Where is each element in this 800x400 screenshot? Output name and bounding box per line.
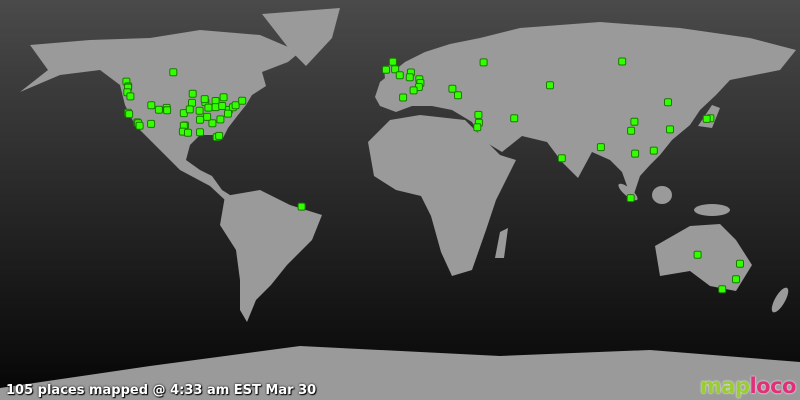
place-marker[interactable] bbox=[399, 93, 408, 102]
place-marker[interactable] bbox=[479, 58, 488, 67]
new-zealand bbox=[771, 287, 789, 313]
place-marker[interactable] bbox=[126, 92, 135, 101]
place-marker[interactable] bbox=[474, 110, 483, 119]
place-marker[interactable] bbox=[630, 117, 639, 126]
places-mapped-status: 105 places mapped @ 4:33 am EST Mar 30 bbox=[6, 383, 317, 398]
place-marker[interactable] bbox=[546, 81, 554, 90]
place-marker[interactable] bbox=[208, 119, 217, 128]
place-marker[interactable] bbox=[702, 114, 711, 123]
place-marker[interactable] bbox=[231, 101, 240, 110]
landmasses bbox=[0, 8, 800, 400]
place-marker[interactable] bbox=[238, 96, 247, 105]
place-marker[interactable] bbox=[125, 110, 134, 119]
place-marker[interactable] bbox=[211, 103, 220, 112]
place-marker[interactable] bbox=[203, 112, 212, 121]
place-marker[interactable] bbox=[454, 91, 462, 100]
place-marker[interactable] bbox=[693, 250, 702, 259]
place-marker[interactable] bbox=[184, 128, 192, 137]
place-marker[interactable] bbox=[510, 114, 519, 123]
borneo bbox=[652, 186, 672, 204]
place-marker[interactable] bbox=[666, 125, 674, 134]
place-marker[interactable] bbox=[618, 57, 627, 66]
place-marker[interactable] bbox=[391, 65, 400, 74]
place-marker[interactable] bbox=[405, 73, 414, 82]
place-marker[interactable] bbox=[736, 259, 744, 268]
place-marker[interactable] bbox=[626, 194, 635, 203]
antarctica bbox=[0, 346, 800, 400]
place-marker[interactable] bbox=[395, 71, 404, 80]
logo-loco: loco bbox=[749, 374, 796, 398]
south-america bbox=[220, 190, 322, 322]
place-marker[interactable] bbox=[596, 143, 605, 152]
new-guinea bbox=[694, 204, 730, 216]
place-marker[interactable] bbox=[154, 105, 163, 114]
place-marker[interactable] bbox=[216, 115, 225, 124]
place-marker[interactable] bbox=[718, 285, 727, 294]
place-marker[interactable] bbox=[732, 275, 740, 284]
place-marker[interactable] bbox=[557, 154, 566, 163]
eurasia bbox=[375, 22, 796, 200]
place-marker[interactable] bbox=[664, 98, 672, 107]
logo-map: map bbox=[699, 374, 750, 398]
place-marker[interactable] bbox=[204, 103, 213, 112]
madagascar bbox=[495, 228, 508, 258]
place-marker[interactable] bbox=[169, 68, 178, 77]
place-marker[interactable] bbox=[627, 126, 636, 135]
place-markers bbox=[122, 57, 744, 294]
place-marker[interactable] bbox=[135, 121, 144, 130]
australia bbox=[655, 224, 752, 291]
place-marker[interactable] bbox=[196, 128, 204, 137]
maploco-logo[interactable]: maploco bbox=[699, 374, 797, 398]
place-marker[interactable] bbox=[195, 106, 204, 115]
place-marker[interactable] bbox=[200, 95, 209, 104]
place-marker[interactable] bbox=[196, 115, 204, 124]
place-marker[interactable] bbox=[631, 149, 640, 158]
place-marker[interactable] bbox=[147, 119, 156, 128]
place-marker[interactable] bbox=[382, 65, 390, 74]
place-marker[interactable] bbox=[224, 109, 232, 118]
north-america bbox=[20, 30, 300, 200]
place-marker[interactable] bbox=[163, 106, 172, 115]
place-marker[interactable] bbox=[649, 146, 658, 155]
place-marker[interactable] bbox=[218, 102, 227, 110]
place-marker[interactable] bbox=[188, 98, 196, 107]
place-marker[interactable] bbox=[473, 123, 482, 132]
place-marker[interactable] bbox=[219, 93, 228, 102]
place-marker[interactable] bbox=[188, 89, 197, 98]
place-marker[interactable] bbox=[185, 105, 194, 114]
place-marker[interactable] bbox=[388, 57, 397, 66]
place-marker[interactable] bbox=[147, 101, 156, 110]
place-marker[interactable] bbox=[409, 86, 418, 95]
place-marker[interactable] bbox=[297, 202, 306, 211]
africa bbox=[368, 115, 516, 276]
place-marker[interactable] bbox=[215, 131, 224, 140]
place-marker[interactable] bbox=[448, 84, 457, 93]
greenland bbox=[262, 8, 340, 66]
